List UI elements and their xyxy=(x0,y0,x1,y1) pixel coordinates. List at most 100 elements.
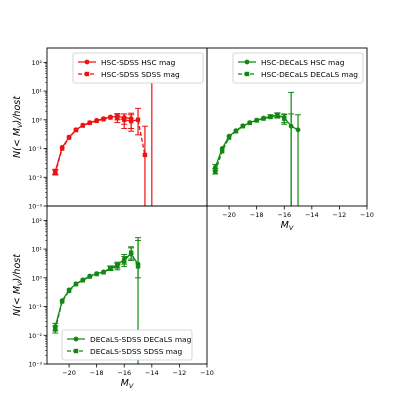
data-point xyxy=(87,274,92,279)
legend-swatch-marker xyxy=(73,336,79,342)
legend-box xyxy=(72,52,204,84)
legend-label: HSC-SDSS SDSS mag xyxy=(101,70,180,79)
x-tick-label: −16 xyxy=(117,369,131,377)
x-tick-label: −12 xyxy=(333,211,347,219)
data-point xyxy=(254,118,259,123)
data-point xyxy=(128,250,134,255)
data-point xyxy=(73,127,79,133)
legend-swatch-marker xyxy=(244,59,250,65)
x-tick-label: −10 xyxy=(360,211,374,219)
y-tick-label: 10⁻² xyxy=(28,333,42,340)
data-point xyxy=(213,169,218,174)
y-tick-label: 10² xyxy=(32,60,43,67)
data-point xyxy=(122,258,127,264)
x-tick-label: −18 xyxy=(250,211,264,219)
data-point xyxy=(66,288,72,294)
legend-label: HSC-SDSS HSC mag xyxy=(101,58,176,67)
series-line-1 xyxy=(54,115,132,172)
data-point xyxy=(275,113,280,118)
data-point xyxy=(73,281,79,287)
y-axis-label: N(< MV)/host xyxy=(12,253,24,316)
x-axis-label: MV xyxy=(281,220,294,232)
data-point xyxy=(268,114,273,120)
data-point xyxy=(261,116,266,121)
data-point xyxy=(94,118,99,124)
legend-swatch-marker xyxy=(84,71,90,77)
data-point xyxy=(80,278,86,283)
x-axis-label-sub: V xyxy=(129,382,134,390)
legend: HSC-SDSS HSC mag HSC-SDSS SDSS mag xyxy=(72,52,204,84)
x-tick-label: −18 xyxy=(90,369,104,377)
legend-swatch-marker xyxy=(244,71,250,77)
y-tick-label: 10⁰ xyxy=(32,275,43,282)
y-tick-label: 10² xyxy=(32,218,43,225)
x-tick-label: −12 xyxy=(173,369,187,377)
data-point xyxy=(108,115,113,120)
y-axis-label-rest: )/host xyxy=(12,95,23,125)
plot-area xyxy=(52,68,155,206)
y-tick-label: 10¹ xyxy=(32,89,43,96)
data-point xyxy=(233,129,239,134)
y-axis-label: N(< MV)/host xyxy=(12,95,24,158)
y-tick-label: 10⁻² xyxy=(28,175,42,182)
x-tick-label: −10 xyxy=(200,369,214,377)
data-point xyxy=(295,127,301,133)
legend-label: DECaLS-SDSS DECaLS mag xyxy=(90,335,192,344)
data-point xyxy=(282,116,287,121)
axes-frame xyxy=(206,47,368,207)
x-axis-label-sub: V xyxy=(289,224,294,232)
data-point xyxy=(59,299,65,304)
data-point xyxy=(128,118,134,124)
panel-bottom-left: 10⁻³ 10⁻² 10⁻¹ 10⁰ 10¹ 10² −20 −18 −16 −14 −12 −10 N… xyxy=(12,205,214,390)
legend-label: HSC-DECaLS DECaLS mag xyxy=(261,70,358,79)
data-point xyxy=(247,120,252,126)
legend-swatch-marker xyxy=(73,348,79,354)
data-point xyxy=(101,117,106,122)
legend-swatch-marker xyxy=(84,59,90,65)
y-tick-label: 10¹ xyxy=(32,247,43,254)
data-point xyxy=(53,170,58,176)
x-tick-label: −14 xyxy=(305,211,319,219)
data-point xyxy=(66,135,72,140)
plot-area xyxy=(212,91,302,206)
data-point xyxy=(53,327,58,332)
data-point xyxy=(219,149,225,154)
y-axis-label-sub: V xyxy=(16,123,24,128)
y-tick-label: 10⁻¹ xyxy=(28,146,42,153)
data-point xyxy=(226,135,232,140)
data-point xyxy=(240,123,246,129)
data-point xyxy=(135,117,141,123)
data-point xyxy=(122,117,127,123)
data-point xyxy=(115,115,120,121)
data-point xyxy=(80,123,86,128)
data-point xyxy=(94,271,99,277)
y-axis-label-rest: )/host xyxy=(12,253,23,283)
panel-top-left: 10⁻³ 10⁻² 10⁻¹ 10⁰ 10¹ 10² N(< MV)/host HSC-SDS… xyxy=(12,47,208,211)
plot-area xyxy=(52,237,142,364)
data-point xyxy=(115,264,120,269)
data-point xyxy=(101,270,106,275)
x-tick-label: −14 xyxy=(145,369,159,377)
data-point xyxy=(135,264,141,269)
data-point xyxy=(59,146,65,151)
y-tick-label: 10⁻¹ xyxy=(28,304,42,311)
x-tick-label: −20 xyxy=(62,369,76,377)
legend-label: DECaLS-SDSS SDSS mag xyxy=(90,347,182,356)
y-tick-label: 10⁻³ xyxy=(28,204,42,211)
y-tick-label: 10⁰ xyxy=(32,117,43,124)
legend: DECaLS-SDSS DECaLS mag DECaLS-SDSS SDSS m… xyxy=(61,329,193,361)
legend-label: HSC-DECaLS HSC mag xyxy=(261,58,345,67)
legend-box xyxy=(232,52,364,84)
data-point xyxy=(108,266,113,271)
legend-box xyxy=(61,329,193,361)
x-tick-label: −16 xyxy=(277,211,291,219)
axes-frame xyxy=(46,205,208,365)
data-point xyxy=(87,120,92,126)
y-tick-label: 10⁻³ xyxy=(28,362,42,369)
data-point xyxy=(142,152,148,158)
legend: HSC-DECaLS HSC mag HSC-DECaLS DECaLS mag xyxy=(232,52,364,84)
x-tick-label: −20 xyxy=(222,211,236,219)
y-axis-label-sub: V xyxy=(16,281,24,286)
